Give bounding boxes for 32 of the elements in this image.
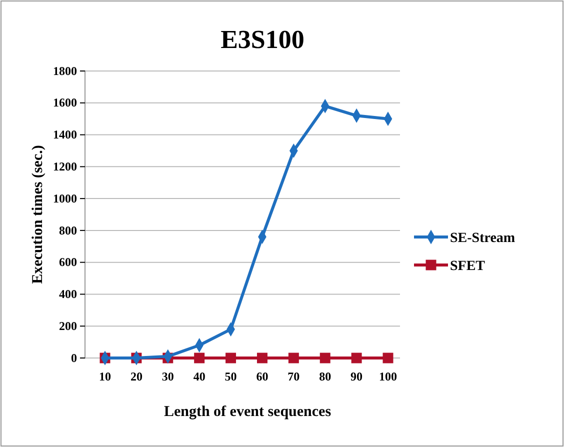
y-tick-label: 1600: [53, 96, 77, 110]
x-tick-label: 10: [99, 370, 111, 384]
legend-label: SFET: [450, 259, 486, 274]
y-tick-label: 1000: [53, 191, 77, 206]
point: [256, 352, 268, 364]
point: [351, 352, 362, 364]
x-tick-label: 30: [162, 370, 174, 384]
point: [288, 352, 299, 364]
x-tick-label: 80: [319, 370, 332, 384]
x-tick-label: 50: [224, 370, 237, 384]
chart-title: E3S100: [220, 25, 304, 54]
y-tick-label: 200: [59, 318, 77, 333]
y-tick-label: 1200: [53, 160, 77, 174]
y-axis-title: Execution times (sec.): [30, 145, 46, 284]
legend-label: SE-Stream: [450, 231, 516, 246]
y-tick-label: 600: [59, 255, 77, 270]
y-tick-label: 1800: [53, 64, 77, 78]
point: [320, 352, 330, 364]
y-tick-label: 400: [59, 287, 77, 302]
point: [194, 352, 205, 364]
x-tick-label: 40: [193, 370, 206, 384]
y-tick-label: 0: [71, 350, 77, 365]
point: [226, 352, 236, 364]
y-tick-label: 1400: [53, 128, 77, 142]
y-tick-label: 800: [59, 223, 77, 238]
x-tick-label: 90: [350, 370, 363, 384]
x-tick-label: 20: [130, 370, 142, 384]
point: [382, 352, 394, 364]
x-axis-title: Length of event sequences: [164, 404, 332, 420]
x-tick-label: 60: [256, 370, 268, 384]
x-tick-label: 70: [288, 370, 300, 384]
x-tick-label: 100: [379, 370, 397, 384]
